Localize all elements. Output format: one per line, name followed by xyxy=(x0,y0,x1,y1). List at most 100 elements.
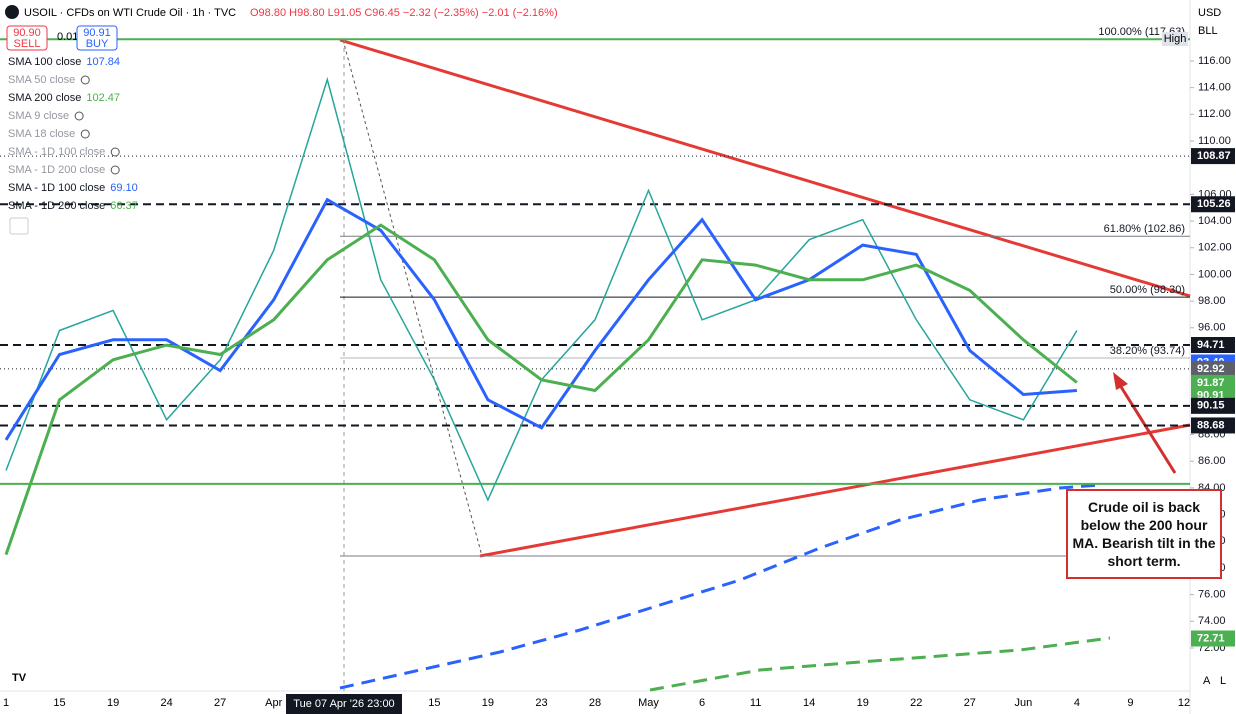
x-tick-label: 19 xyxy=(107,697,119,709)
indicator-value: 69.10 xyxy=(110,182,138,194)
indicator-name: SMA - 1D 200 close xyxy=(8,164,105,176)
y-tick-label: 104.00 xyxy=(1198,215,1232,227)
trendline xyxy=(479,423,1191,558)
y-tick-label: 102.00 xyxy=(1198,242,1232,254)
indicator-name: SMA - 1D 100 close xyxy=(8,146,105,158)
buy-price: 90.91 xyxy=(83,27,111,39)
x-tick-label: 27 xyxy=(214,697,226,709)
log-button[interactable]: L xyxy=(1220,675,1226,687)
indicator-value: 102.47 xyxy=(86,92,120,104)
x-tick-label: 14 xyxy=(803,697,815,709)
visibility-toggle[interactable] xyxy=(110,165,120,175)
y-tick-label: 86.00 xyxy=(1198,455,1226,467)
visibility-toggle[interactable] xyxy=(74,111,84,121)
visibility-toggle[interactable] xyxy=(80,129,90,139)
price-badge-label: 90.15 xyxy=(1197,400,1225,412)
title: USOIL · CFDs on WTI Crude Oil · 1h · TVC xyxy=(24,7,236,19)
x-tick-label: Apr xyxy=(265,697,282,709)
y-tick-label: 74.00 xyxy=(1198,615,1226,627)
fib-label: 38.20% (93.74) xyxy=(1110,345,1185,357)
y-tick-label: 116.00 xyxy=(1198,55,1231,67)
price-badge xyxy=(1191,630,1235,647)
price-badge xyxy=(1191,417,1235,434)
y-tick-label: 100.00 xyxy=(1198,268,1232,280)
x-tick-label: 23 xyxy=(535,697,547,709)
x-tick-label: 19 xyxy=(857,697,869,709)
ma-line xyxy=(4,197,1078,441)
x-tick-label: 22 xyxy=(910,697,922,709)
price-badge-label: 105.26 xyxy=(1197,198,1231,210)
price-badge-label: 91.87 xyxy=(1197,377,1225,389)
x-tick-label: 24 xyxy=(161,697,173,709)
price-badge-label: 92.92 xyxy=(1197,363,1225,375)
price-badge xyxy=(1191,397,1235,414)
indicator-value: 66.37 xyxy=(110,200,138,212)
x-tick-label: 11 xyxy=(750,697,761,709)
price-badge-label: 108.87 xyxy=(1197,150,1231,162)
crosshair-label: Tue 07 Apr '26 23:00 xyxy=(293,698,394,710)
sell-button[interactable] xyxy=(6,25,48,51)
high-tag xyxy=(1162,32,1188,46)
currency[interactable]: USD xyxy=(1198,7,1221,19)
auto-button[interactable]: A xyxy=(1203,675,1211,687)
price-badge xyxy=(1191,196,1235,213)
ohlc: O98.80 H98.80 L91.05 C96.45 −2.32 (−2.35… xyxy=(250,7,558,19)
y-tick-label: 76.00 xyxy=(1198,589,1226,601)
buy-text: BUY xyxy=(86,38,109,50)
daily-sma100 xyxy=(339,483,1101,690)
price-badge-label: 88.68 xyxy=(1197,419,1225,431)
y-tick-label: 98.00 xyxy=(1198,295,1226,307)
y-tick-label: 114.00 xyxy=(1198,82,1231,94)
price-badge xyxy=(1191,374,1235,391)
visibility-toggle[interactable] xyxy=(80,75,90,85)
trendline xyxy=(339,38,1191,298)
y-tick-label: 112.00 xyxy=(1198,108,1231,120)
indicator-value: 107.84 xyxy=(86,56,120,68)
price-badge xyxy=(1191,337,1235,353)
collapse-button[interactable] xyxy=(9,217,29,235)
fib-label: 61.80% (102.86) xyxy=(1104,223,1185,235)
x-tick-label: 15 xyxy=(53,697,65,709)
crosshair-tag xyxy=(286,694,402,714)
x-tick-label: Jun xyxy=(1014,697,1032,709)
unit[interactable]: BLL xyxy=(1198,25,1218,37)
x-tick-label: 15 xyxy=(428,697,440,709)
x-tick-label: 27 xyxy=(964,697,976,709)
indicator-name: SMA 100 close xyxy=(8,56,81,68)
spread: 0.01 xyxy=(57,31,78,43)
ma-line xyxy=(4,223,1078,556)
x-tick-label: 6 xyxy=(699,697,705,709)
x-tick-label: 12 xyxy=(1178,697,1190,709)
annotation: Crude oil is back below the 200 hour MA.… xyxy=(1066,489,1222,579)
symbol-icon xyxy=(5,5,19,19)
x-tick-label: 9 xyxy=(1127,697,1133,709)
tv-logo: TV xyxy=(12,672,27,684)
y-tick-label: 96.00 xyxy=(1198,322,1226,334)
indicator-name: SMA 18 close xyxy=(8,128,75,140)
indicator-name: SMA 50 close xyxy=(8,74,75,86)
x-tick-label: 28 xyxy=(589,697,601,709)
x-tick-label: 19 xyxy=(482,697,494,709)
price-badge xyxy=(1191,360,1235,377)
sell-price: 90.90 xyxy=(13,27,41,39)
x-tick-label: 1 xyxy=(3,697,9,709)
x-tick-label: 4 xyxy=(1074,697,1080,709)
price-badge-label: 72.71 xyxy=(1197,632,1225,644)
indicator-name: SMA - 1D 200 close xyxy=(8,200,105,212)
indicator-name: SMA - 1D 100 close xyxy=(8,182,105,194)
x-tick-label: May xyxy=(638,697,659,709)
buy-button[interactable] xyxy=(76,25,118,51)
indicator-name: SMA 200 close xyxy=(8,92,81,104)
price-badge-label: 94.71 xyxy=(1197,339,1225,351)
arrow-head xyxy=(1113,372,1128,390)
high-label: High xyxy=(1164,33,1187,45)
y-tick-label: 110.00 xyxy=(1198,135,1231,147)
sell-text: SELL xyxy=(14,38,41,50)
daily-sma200 xyxy=(649,636,1111,692)
indicator-name: SMA 9 close xyxy=(8,110,69,122)
swing-line xyxy=(342,39,483,557)
arrow xyxy=(1116,381,1177,474)
visibility-toggle[interactable] xyxy=(110,147,120,157)
